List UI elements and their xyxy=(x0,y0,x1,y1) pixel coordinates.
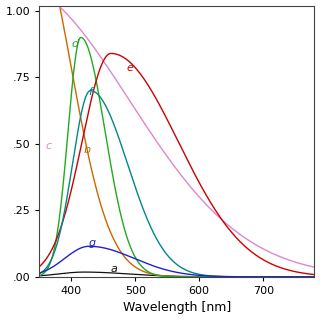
Text: b: b xyxy=(84,145,91,155)
X-axis label: Wavelength [nm]: Wavelength [nm] xyxy=(123,301,231,315)
Text: e: e xyxy=(127,63,134,73)
Text: c: c xyxy=(46,141,52,151)
Text: a: a xyxy=(111,264,118,274)
Text: d: d xyxy=(71,39,78,49)
Text: f: f xyxy=(89,87,92,97)
Text: g: g xyxy=(89,238,96,248)
